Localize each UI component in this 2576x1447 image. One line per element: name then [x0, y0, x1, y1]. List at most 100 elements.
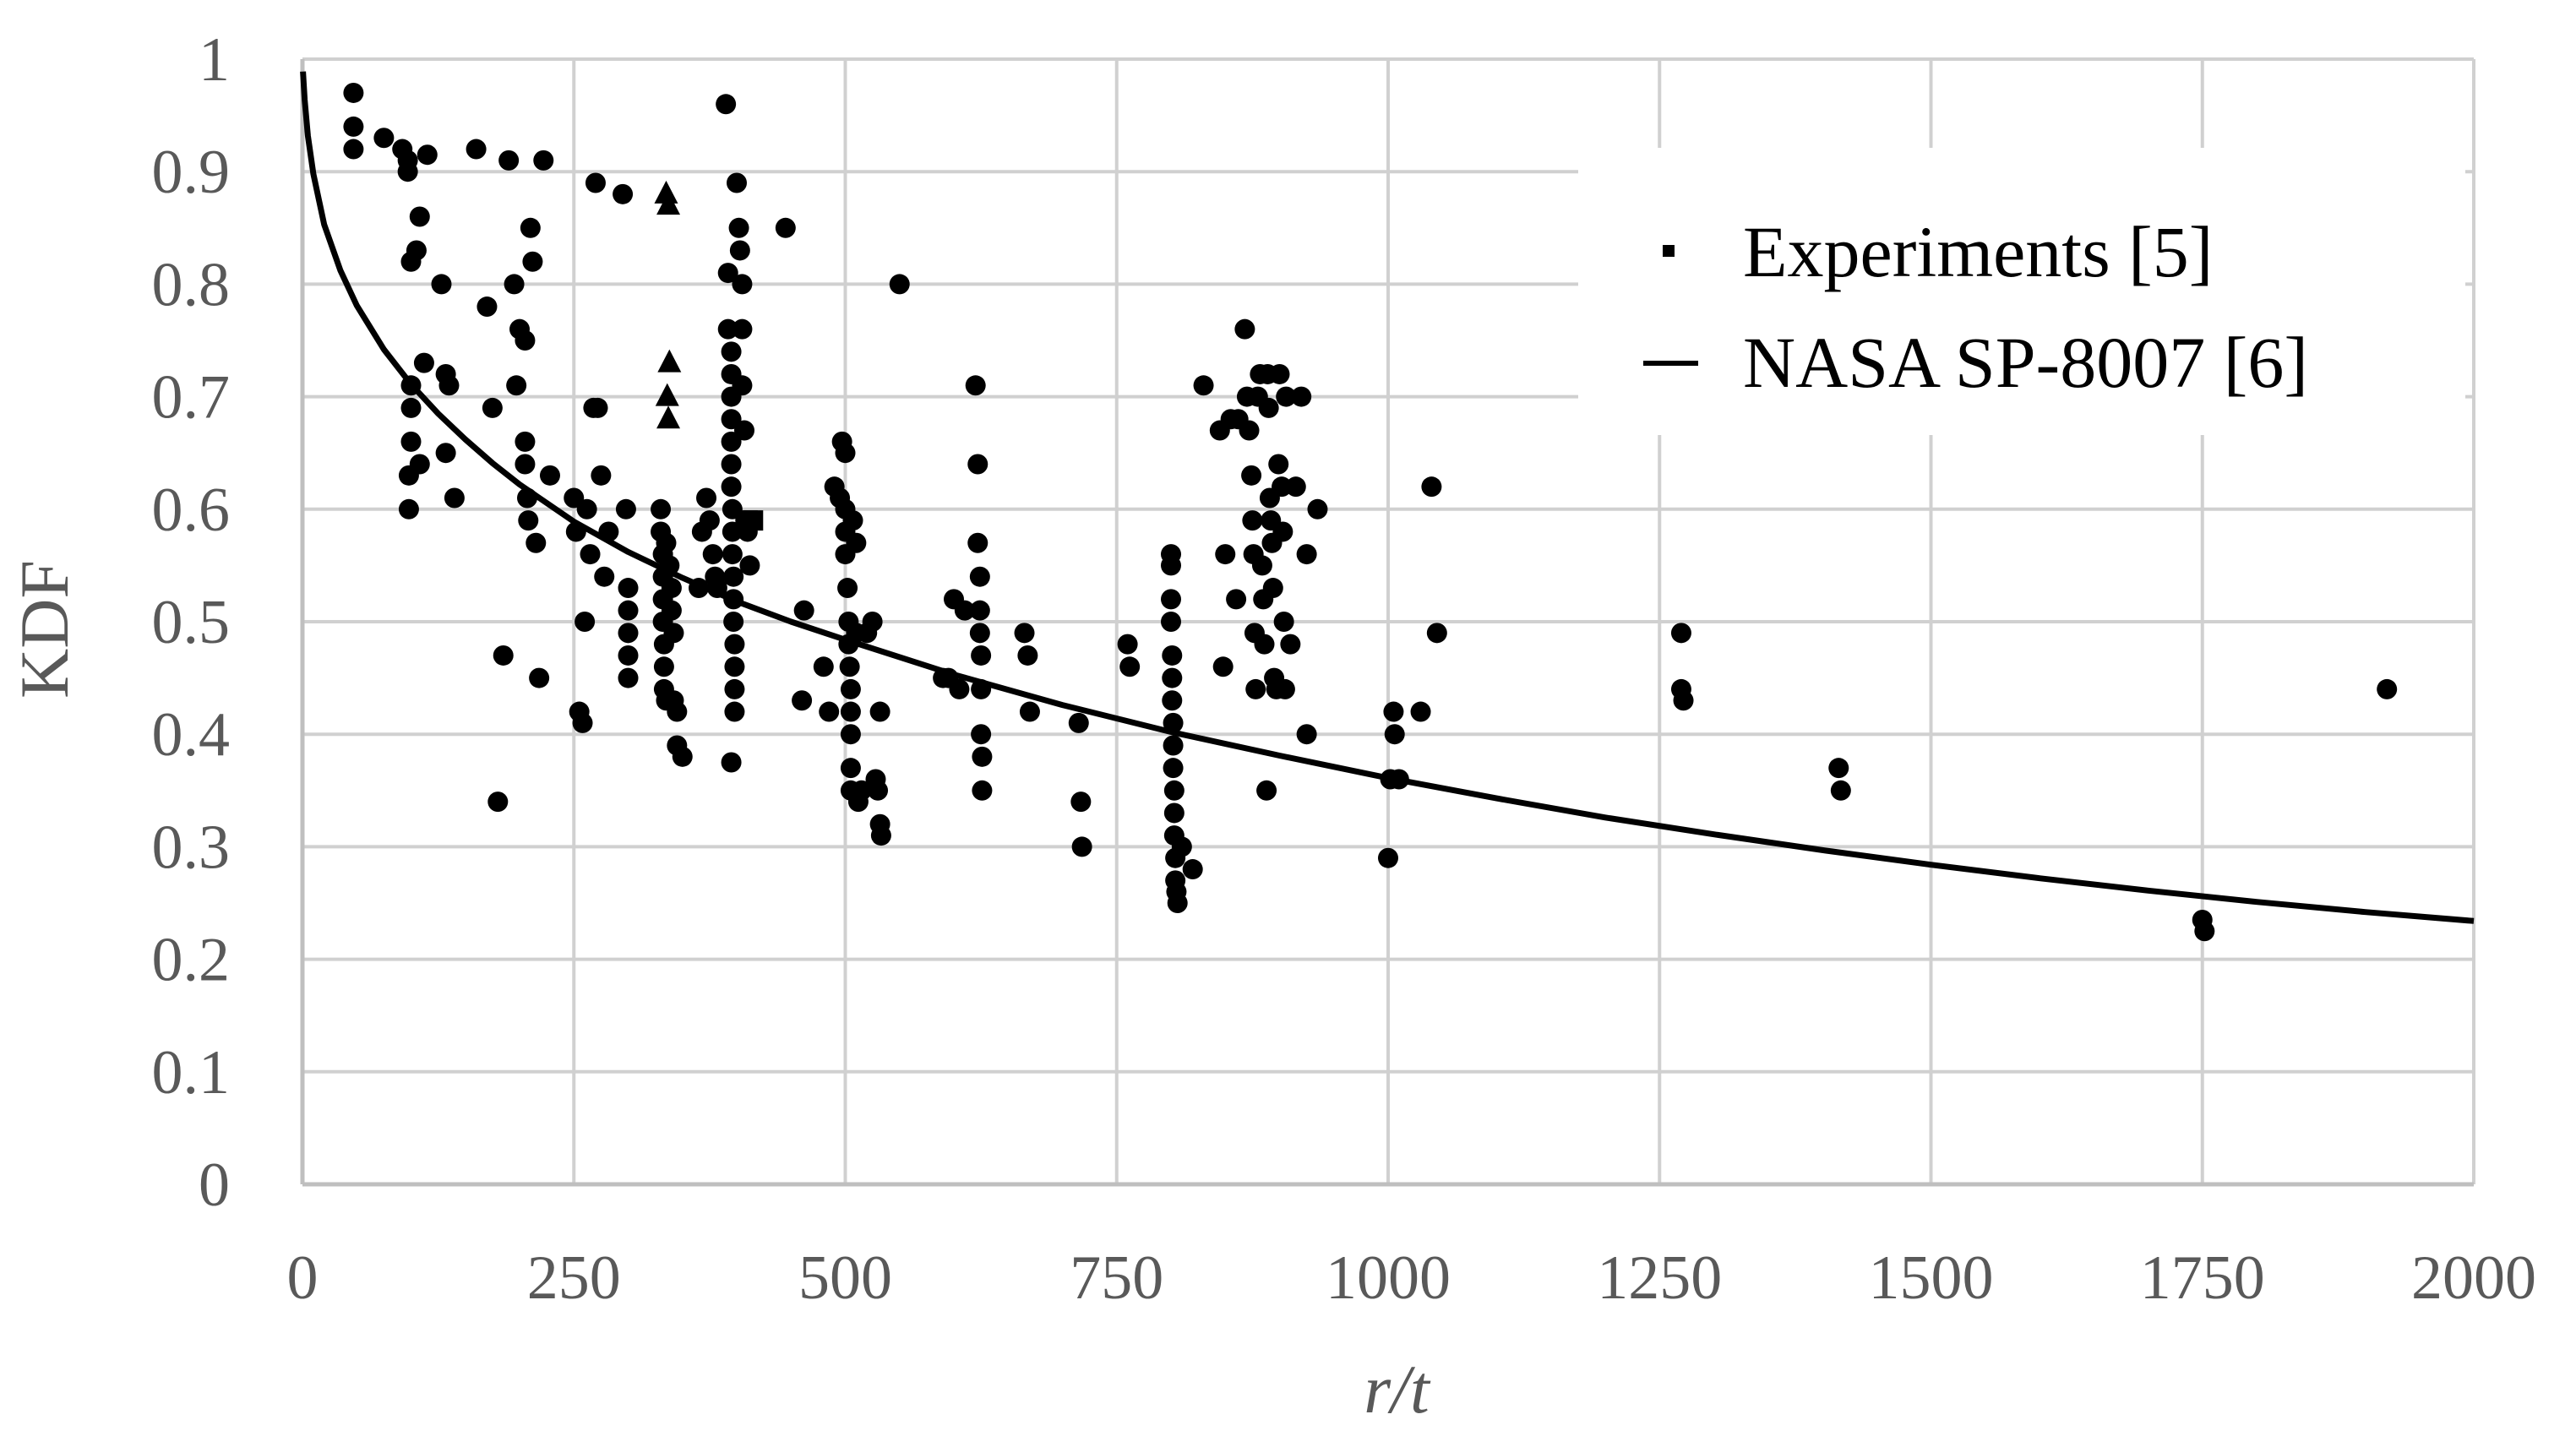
experiment-point [1162, 690, 1183, 711]
experiment-point [721, 752, 742, 773]
experiment-point [2194, 921, 2215, 942]
experiment-point [515, 330, 536, 351]
experiment-point [406, 240, 427, 261]
experiment-point [2377, 678, 2398, 699]
experiment-point [839, 656, 860, 677]
experiment-point [409, 454, 430, 475]
tick-labels: 0 0.1 0.2 0.3 0.4 0.5 0.6 0.7 0.8 0.9 1 0 250 500 750 1… [152, 25, 2537, 1313]
experiment-point [721, 454, 742, 475]
experiment-point [398, 498, 419, 520]
x-tick-label: 750 [1070, 1243, 1163, 1313]
experiment-point [793, 600, 814, 621]
y-tick-label: 0.3 [152, 813, 231, 882]
experiment-point [724, 656, 745, 677]
experiment-point [1226, 589, 1247, 610]
experiment-point [1163, 735, 1184, 756]
experiment-point [971, 645, 992, 666]
experiment-point [615, 498, 636, 520]
experiment-point [1212, 656, 1234, 677]
experiment-point [493, 645, 514, 666]
experiment-point [1162, 645, 1183, 666]
experiment-point [1830, 780, 1851, 801]
experiment-point [618, 667, 639, 688]
experiment-point [728, 217, 749, 238]
experiment-point [699, 510, 720, 531]
experiment-point [837, 578, 858, 599]
experiment-point [1068, 712, 1089, 733]
experiment-point [576, 498, 597, 520]
experiment-point [343, 139, 364, 160]
experiment-point [835, 443, 856, 464]
experiment-point [661, 578, 682, 599]
experiment-point [1234, 318, 1255, 340]
experiment-point [733, 420, 754, 441]
experiment-point [487, 791, 509, 813]
experiment-point [1071, 836, 1092, 857]
experiment-point [965, 375, 986, 396]
triangle-point [655, 383, 679, 406]
x-tick-label: 2000 [2411, 1243, 2536, 1313]
experiment-point [717, 318, 738, 340]
experiment-point [618, 623, 639, 644]
experiment-point [840, 678, 861, 699]
experiment-point [522, 251, 543, 272]
experiment-point [438, 375, 460, 396]
experiment-point [1215, 544, 1236, 565]
experiment-point [343, 116, 364, 137]
legend-background [1578, 148, 2465, 435]
experiment-point [1241, 465, 1262, 486]
experiment-point [1017, 645, 1038, 666]
experiment-point [618, 645, 639, 666]
gridlines [302, 57, 2475, 1184]
experiment-point [1245, 678, 1266, 699]
experiment-point [656, 532, 677, 553]
experiment-point [724, 701, 745, 722]
experiment-point [1161, 589, 1181, 610]
experiment-point [969, 566, 990, 587]
experiment-point [585, 172, 606, 193]
experiment-point [651, 498, 672, 520]
experiment-point [722, 544, 743, 565]
experiment-point [477, 296, 498, 318]
experiment-point [1296, 544, 1317, 565]
experiment-point [971, 724, 992, 745]
y-tick-label: 0.8 [152, 250, 231, 319]
experiment-point [1239, 420, 1260, 441]
y-tick-label: 0.1 [152, 1038, 231, 1107]
experiment-point [498, 150, 520, 171]
y-tick-label: 0.6 [152, 476, 231, 545]
experiment-point [663, 623, 684, 644]
experiment-point [739, 555, 760, 576]
experiment-point [565, 521, 586, 542]
experiment-point [1163, 780, 1185, 801]
experiment-point [813, 656, 834, 677]
experiment-point [729, 240, 750, 261]
experiment-point [1280, 634, 1301, 655]
experiment-point [949, 678, 970, 699]
experiment-point [967, 532, 988, 553]
x-tick-label: 1750 [2140, 1243, 2265, 1313]
experiment-point [533, 150, 554, 171]
experiment-point [653, 656, 674, 677]
experiment-point [466, 139, 487, 160]
experiment-point [1254, 634, 1275, 655]
experiment-point [716, 94, 737, 115]
experiment-point [840, 758, 861, 779]
experiment-point [1388, 769, 1409, 790]
experiment-point [575, 612, 596, 632]
experiment-point [1426, 623, 1447, 644]
experiment-point [516, 487, 537, 509]
experiment-point [732, 375, 753, 396]
experiment-point [431, 274, 452, 295]
triangle-point [656, 192, 681, 215]
x-tick-label: 0 [287, 1243, 319, 1313]
experiment-point [400, 431, 422, 452]
experiment-point [724, 678, 745, 699]
experiment-point [862, 612, 883, 632]
experiment-point [1014, 623, 1035, 644]
experiment-point [721, 476, 742, 498]
axes [300, 59, 2474, 1187]
experiment-point [526, 532, 547, 553]
experiment-point [1378, 847, 1398, 868]
experiment-point [598, 521, 619, 542]
